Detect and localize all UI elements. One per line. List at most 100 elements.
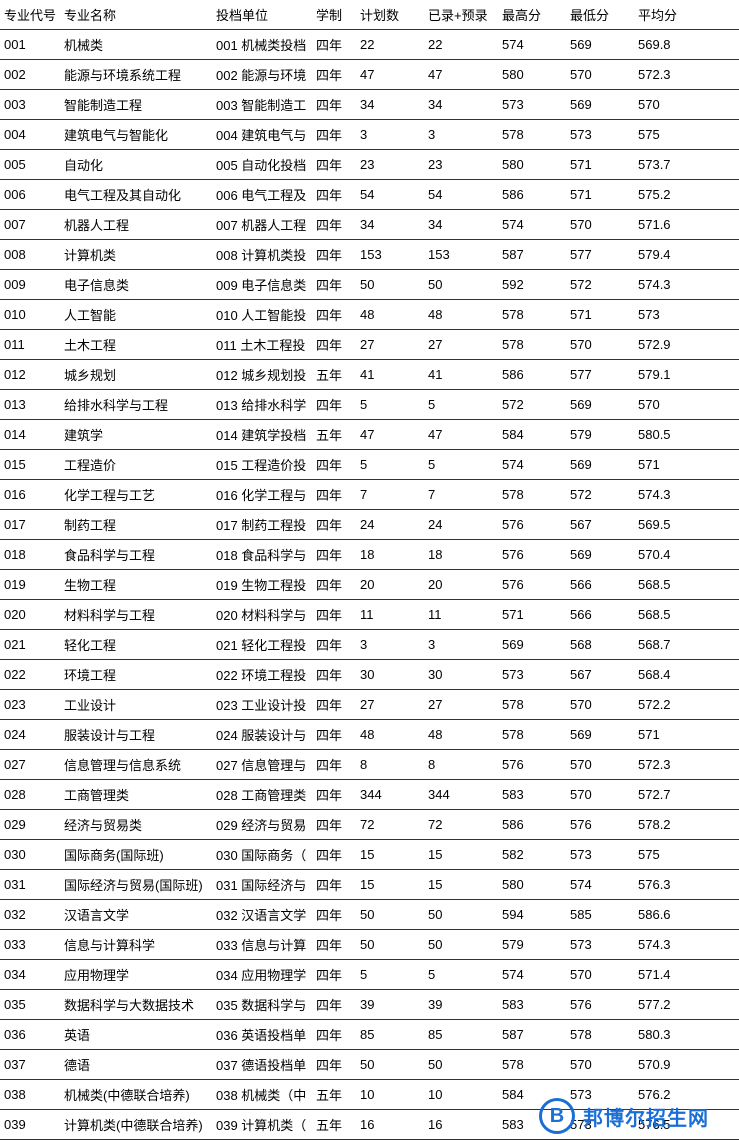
cell: 27 <box>356 330 424 360</box>
cell: 008 <box>0 240 60 270</box>
cell: 594 <box>498 900 566 930</box>
cell: 工业设计 <box>60 690 212 720</box>
cell: 036 <box>0 1020 60 1050</box>
cell: 568 <box>566 630 634 660</box>
cell: 583 <box>498 1110 566 1140</box>
cell: 572.7 <box>634 780 739 810</box>
cell: 材料科学与工程 <box>60 600 212 630</box>
table-row: 030国际商务(国际班)030 国际商务（四年1515582573575 <box>0 840 739 870</box>
cell: 014 建筑学投档 <box>212 420 312 450</box>
cell: 018 <box>0 540 60 570</box>
table-row: 023工业设计023 工业设计投四年2727578570572.2 <box>0 690 739 720</box>
cell: 39 <box>356 990 424 1020</box>
cell: 584 <box>498 1080 566 1110</box>
cell: 031 国际经济与 <box>212 870 312 900</box>
cell: 021 <box>0 630 60 660</box>
cell: 020 <box>0 600 60 630</box>
cell: 571 <box>566 150 634 180</box>
cell: 3 <box>424 630 498 660</box>
cell: 四年 <box>312 270 356 300</box>
cell: 47 <box>356 420 424 450</box>
cell: 四年 <box>312 30 356 60</box>
cell: 10 <box>356 1080 424 1110</box>
cell: 7 <box>424 480 498 510</box>
cell: 580.3 <box>634 1020 739 1050</box>
cell: 50 <box>424 270 498 300</box>
cell: 572 <box>566 270 634 300</box>
cell: 030 <box>0 840 60 870</box>
cell: 034 应用物理学 <box>212 960 312 990</box>
cell: 四年 <box>312 210 356 240</box>
table-row: 039计算机类(中德联合培养)039 计算机类（五年1616583573576.… <box>0 1110 739 1140</box>
cell: 50 <box>356 270 424 300</box>
cell: 四年 <box>312 60 356 90</box>
col-header-name: 专业名称 <box>60 0 212 30</box>
cell: 50 <box>356 930 424 960</box>
cell: 568.5 <box>634 600 739 630</box>
cell: 54 <box>424 180 498 210</box>
cell: 578 <box>498 480 566 510</box>
cell: 电子信息类 <box>60 270 212 300</box>
cell: 四年 <box>312 630 356 660</box>
cell: 信息与计算科学 <box>60 930 212 960</box>
cell: 576 <box>498 750 566 780</box>
cell: 572.9 <box>634 330 739 360</box>
cell: 023 <box>0 690 60 720</box>
cell: 017 <box>0 510 60 540</box>
cell: 给排水科学与工程 <box>60 390 212 420</box>
cell: 城乡规划 <box>60 360 212 390</box>
cell: 五年 <box>312 420 356 450</box>
cell: 592 <box>498 270 566 300</box>
cell: 四年 <box>312 990 356 1020</box>
cell: 573 <box>566 840 634 870</box>
cell: 036 英语投档单 <box>212 1020 312 1050</box>
table-row: 005自动化005 自动化投档四年2323580571573.7 <box>0 150 739 180</box>
cell: 18 <box>424 540 498 570</box>
table-row: 031国际经济与贸易(国际班)031 国际经济与四年1515580574576.… <box>0 870 739 900</box>
cell: 四年 <box>312 510 356 540</box>
cell: 007 机器人工程 <box>212 210 312 240</box>
cell: 032 <box>0 900 60 930</box>
cell: 四年 <box>312 90 356 120</box>
cell: 012 城乡规划投 <box>212 360 312 390</box>
cell: 四年 <box>312 450 356 480</box>
table-row: 024服装设计与工程024 服装设计与四年4848578569571 <box>0 720 739 750</box>
table-body: 001机械类001 机械类投档四年2222574569569.8002能源与环境… <box>0 30 739 1140</box>
cell: 27 <box>424 690 498 720</box>
cell: 15 <box>424 870 498 900</box>
cell: 3 <box>356 630 424 660</box>
cell: 006 电气工程及 <box>212 180 312 210</box>
cell: 583 <box>498 780 566 810</box>
cell: 10 <box>424 1080 498 1110</box>
cell: 24 <box>424 510 498 540</box>
cell: 003 <box>0 90 60 120</box>
cell: 30 <box>424 660 498 690</box>
cell: 国际商务(国际班) <box>60 840 212 870</box>
cell: 009 电子信息类 <box>212 270 312 300</box>
table-row: 002能源与环境系统工程002 能源与环境四年4747580570572.3 <box>0 60 739 90</box>
cell: 582 <box>498 840 566 870</box>
cell: 16 <box>356 1110 424 1140</box>
cell: 576 <box>566 990 634 1020</box>
cell: 009 <box>0 270 60 300</box>
cell: 037 德语投档单 <box>212 1050 312 1080</box>
cell: 568.5 <box>634 570 739 600</box>
cell: 41 <box>424 360 498 390</box>
cell: 571 <box>566 180 634 210</box>
cell: 570 <box>566 780 634 810</box>
cell: 15 <box>356 870 424 900</box>
cell: 8 <box>356 750 424 780</box>
table-row: 029经济与贸易类029 经济与贸易四年7272586576578.2 <box>0 810 739 840</box>
table-row: 012城乡规划012 城乡规划投五年4141586577579.1 <box>0 360 739 390</box>
cell: 11 <box>356 600 424 630</box>
cell: 生物工程 <box>60 570 212 600</box>
cell: 578 <box>498 720 566 750</box>
table-row: 014建筑学014 建筑学投档五年4747584579580.5 <box>0 420 739 450</box>
cell: 031 <box>0 870 60 900</box>
cell: 033 <box>0 930 60 960</box>
cell: 576 <box>566 810 634 840</box>
cell: 007 <box>0 210 60 240</box>
cell: 571 <box>634 720 739 750</box>
cell: 569 <box>566 90 634 120</box>
cell: 575 <box>634 840 739 870</box>
